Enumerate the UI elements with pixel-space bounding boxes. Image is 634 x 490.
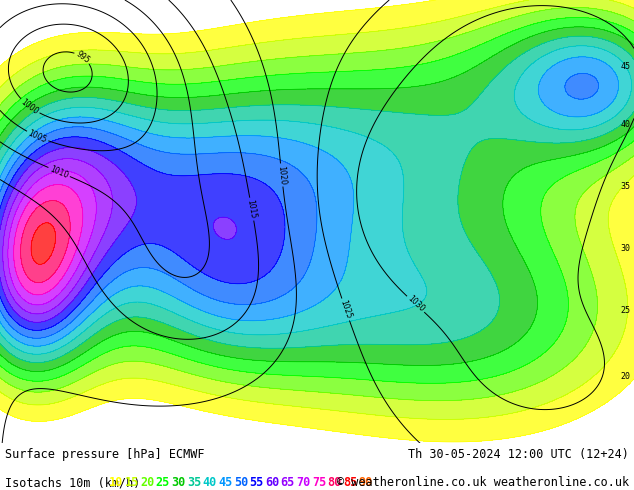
Text: 1025: 1025 bbox=[338, 299, 353, 320]
Text: 65: 65 bbox=[281, 476, 295, 489]
Text: 30: 30 bbox=[621, 244, 631, 253]
Text: 60: 60 bbox=[265, 476, 280, 489]
Text: 90: 90 bbox=[359, 476, 373, 489]
Text: Th 30-05-2024 12:00 UTC (12+24): Th 30-05-2024 12:00 UTC (12+24) bbox=[408, 448, 629, 461]
Text: Isotachs 10m (km/h): Isotachs 10m (km/h) bbox=[5, 476, 141, 489]
Text: 40: 40 bbox=[621, 120, 631, 129]
Text: 35: 35 bbox=[621, 182, 631, 191]
Text: 50: 50 bbox=[234, 476, 248, 489]
Text: 35: 35 bbox=[187, 476, 202, 489]
Text: 25: 25 bbox=[156, 476, 170, 489]
Text: 30: 30 bbox=[171, 476, 186, 489]
Text: 75: 75 bbox=[312, 476, 326, 489]
Text: 15: 15 bbox=[125, 476, 139, 489]
Text: Surface pressure [hPa] ECMWF: Surface pressure [hPa] ECMWF bbox=[5, 448, 205, 461]
Text: 55: 55 bbox=[249, 476, 264, 489]
Text: 70: 70 bbox=[296, 476, 311, 489]
Text: 1015: 1015 bbox=[245, 199, 258, 220]
Text: 85: 85 bbox=[343, 476, 358, 489]
Text: 40: 40 bbox=[203, 476, 217, 489]
Text: 20: 20 bbox=[140, 476, 155, 489]
Text: © weatheronline.co.uk weatheronline.co.uk: © weatheronline.co.uk weatheronline.co.u… bbox=[337, 476, 629, 489]
Text: 45: 45 bbox=[218, 476, 233, 489]
Text: 80: 80 bbox=[328, 476, 342, 489]
Text: 1020: 1020 bbox=[276, 165, 287, 185]
Text: 45: 45 bbox=[621, 62, 631, 71]
Text: 1030: 1030 bbox=[405, 294, 426, 314]
Text: 20: 20 bbox=[621, 372, 631, 381]
Text: 25: 25 bbox=[621, 306, 631, 315]
Text: 10: 10 bbox=[109, 476, 124, 489]
Text: 1005: 1005 bbox=[27, 128, 48, 145]
Text: 1000: 1000 bbox=[19, 97, 40, 116]
Text: 1010: 1010 bbox=[49, 164, 70, 180]
Text: 995: 995 bbox=[74, 49, 91, 65]
